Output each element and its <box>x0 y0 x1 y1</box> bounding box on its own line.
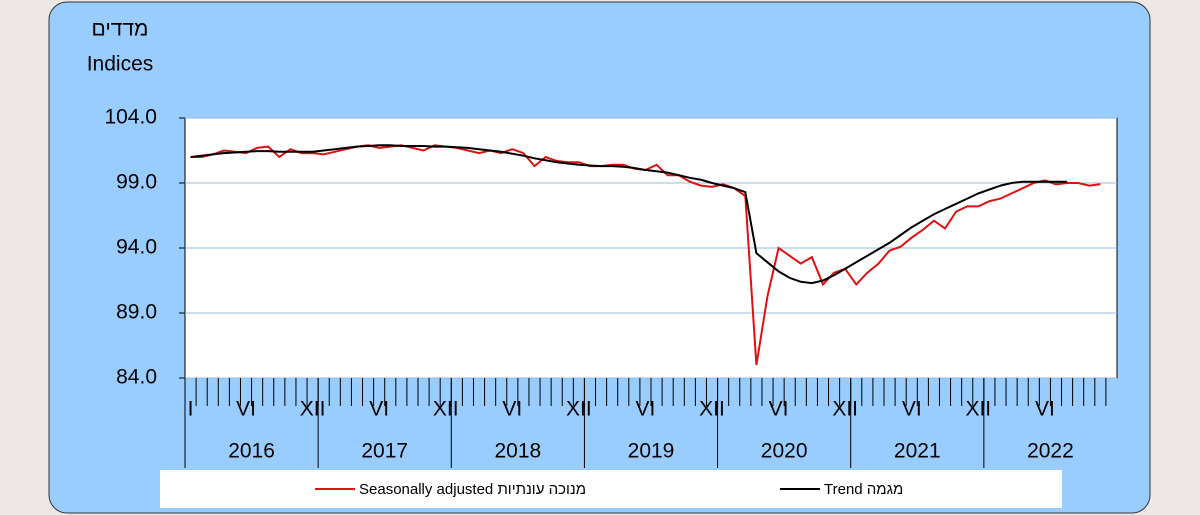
x-tick-label: XII <box>699 398 725 421</box>
y-title-he: מדדים <box>92 18 149 41</box>
y-title: Indices <box>87 53 154 76</box>
x-tick-label: XII <box>433 398 459 421</box>
year-label: 2022 <box>1027 440 1074 463</box>
year-label: 2017 <box>361 440 408 463</box>
y-tick-label: 104.0 <box>104 106 157 129</box>
x-tick-label: I <box>188 398 194 421</box>
x-tick-label: XII <box>832 398 858 421</box>
x-tick-label: VI <box>369 398 389 421</box>
year-label: 2021 <box>894 440 941 463</box>
x-tick-label: XII <box>566 398 592 421</box>
year-label: 2016 <box>228 440 275 463</box>
y-tick-label: 94.0 <box>116 236 157 259</box>
legend-label: Seasonally adjusted מנוכה עונתיות <box>359 481 586 498</box>
x-tick-label: VI <box>236 398 256 421</box>
x-tick-label: VI <box>1035 398 1055 421</box>
series-line <box>190 144 1068 285</box>
x-tick-label: XII <box>965 398 991 421</box>
x-tick-label: VI <box>902 398 922 421</box>
x-tick-label: VI <box>636 398 656 421</box>
legend-label: Trend מגמה <box>824 481 903 498</box>
x-tick-label: VI <box>769 398 789 421</box>
y-tick-label: 99.0 <box>116 171 157 194</box>
y-tick-label: 84.0 <box>116 366 157 389</box>
year-label: 2018 <box>494 440 541 463</box>
x-tick-label: VI <box>502 398 522 421</box>
y-tick-label: 89.0 <box>116 301 157 324</box>
x-tick-label: XII <box>300 398 326 421</box>
year-label: 2020 <box>761 440 808 463</box>
year-label: 2019 <box>628 440 675 463</box>
legend <box>160 470 1062 508</box>
